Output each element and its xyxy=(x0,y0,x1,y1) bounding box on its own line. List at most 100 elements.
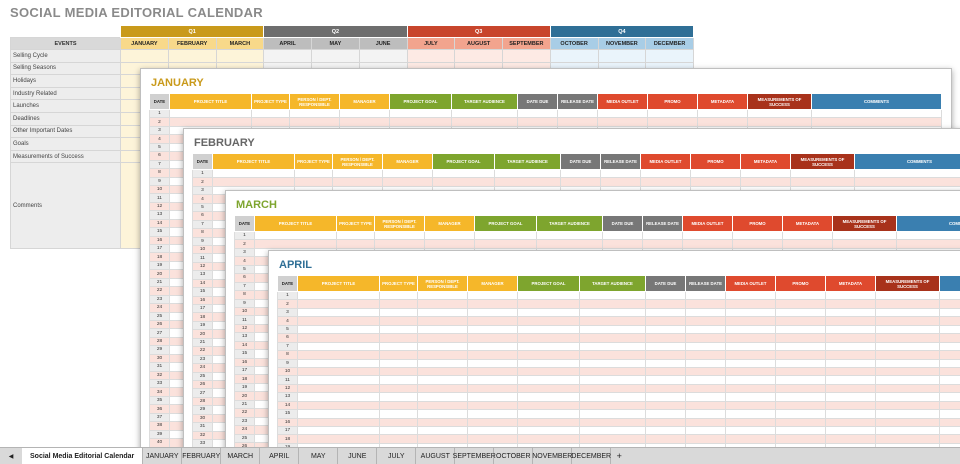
tab-june[interactable]: JUNE xyxy=(338,448,378,464)
grid-cell[interactable] xyxy=(825,324,876,335)
grid-cell[interactable] xyxy=(417,392,468,402)
grid-cell[interactable] xyxy=(432,168,495,179)
grid-cell[interactable] xyxy=(685,383,726,394)
tab-november[interactable]: NOVEMBER xyxy=(532,448,572,464)
grid-cell[interactable] xyxy=(939,341,960,352)
grid-cell[interactable] xyxy=(579,290,646,301)
tab-january[interactable]: JANUARY xyxy=(143,448,183,464)
grid-cell[interactable] xyxy=(685,299,726,309)
grid-cell[interactable] xyxy=(939,366,960,377)
grid-cell[interactable] xyxy=(939,400,960,411)
grid-cell[interactable] xyxy=(451,117,518,127)
grid-cell[interactable] xyxy=(685,324,726,335)
grid-cell[interactable] xyxy=(875,299,940,309)
grid-cell[interactable] xyxy=(417,341,468,352)
grid-cell[interactable] xyxy=(832,230,897,241)
grid-cell[interactable] xyxy=(825,299,876,309)
event-cell[interactable] xyxy=(263,49,312,63)
grid-cell[interactable] xyxy=(825,375,876,385)
grid-cell[interactable] xyxy=(467,307,518,318)
grid-cell[interactable] xyxy=(775,290,826,301)
grid-cell[interactable] xyxy=(645,375,686,385)
grid-cell[interactable] xyxy=(645,350,686,360)
event-cell[interactable] xyxy=(597,49,647,63)
grid-cell[interactable] xyxy=(775,425,826,436)
grid-cell[interactable] xyxy=(875,333,940,343)
grid-cell[interactable] xyxy=(424,230,475,241)
grid-cell[interactable] xyxy=(389,117,452,127)
grid-cell[interactable] xyxy=(297,307,380,318)
grid-cell[interactable] xyxy=(417,333,468,343)
grid-cell[interactable] xyxy=(685,425,726,436)
grid-cell[interactable] xyxy=(424,239,475,249)
tab-september[interactable]: SEPTEMBER xyxy=(453,448,496,464)
grid-cell[interactable] xyxy=(374,239,425,249)
grid-cell[interactable] xyxy=(685,307,726,318)
grid-cell[interactable] xyxy=(685,341,726,352)
grid-cell[interactable] xyxy=(825,358,876,368)
grid-cell[interactable] xyxy=(579,366,646,377)
grid-cell[interactable] xyxy=(875,307,940,318)
grid-cell[interactable] xyxy=(645,366,686,377)
grid-cell[interactable] xyxy=(451,108,518,119)
grid-cell[interactable] xyxy=(297,425,380,436)
grid-cell[interactable] xyxy=(557,108,598,119)
grid-cell[interactable] xyxy=(379,383,418,394)
grid-cell[interactable] xyxy=(379,425,418,436)
grid-cell[interactable] xyxy=(289,108,340,119)
grid-cell[interactable] xyxy=(517,392,580,402)
grid-cell[interactable] xyxy=(417,316,468,326)
grid-cell[interactable] xyxy=(467,341,518,352)
grid-cell[interactable] xyxy=(336,230,375,241)
grid-cell[interactable] xyxy=(417,417,468,428)
grid-cell[interactable] xyxy=(579,299,646,309)
event-cell[interactable] xyxy=(454,49,503,63)
grid-cell[interactable] xyxy=(297,350,380,360)
grid-cell[interactable] xyxy=(775,316,826,326)
grid-cell[interactable] xyxy=(379,290,418,301)
grid-cell[interactable] xyxy=(645,425,686,436)
grid-cell[interactable] xyxy=(725,425,776,436)
grid-cell[interactable] xyxy=(875,324,940,335)
tab-october[interactable]: OCTOBER xyxy=(494,448,534,464)
tab-main-calendar[interactable]: Social Media Editorial Calendar xyxy=(22,448,144,464)
grid-cell[interactable] xyxy=(339,117,390,127)
grid-cell[interactable] xyxy=(297,417,380,428)
grid-cell[interactable] xyxy=(379,358,418,368)
grid-cell[interactable] xyxy=(379,434,418,444)
grid-cell[interactable] xyxy=(875,383,940,394)
grid-cell[interactable] xyxy=(645,434,686,444)
grid-cell[interactable] xyxy=(647,117,698,127)
grid-cell[interactable] xyxy=(467,358,518,368)
grid-cell[interactable] xyxy=(579,400,646,411)
tab-april[interactable]: APRIL xyxy=(260,448,300,464)
grid-cell[interactable] xyxy=(854,168,960,179)
grid-cell[interactable] xyxy=(875,425,940,436)
grid-cell[interactable] xyxy=(685,350,726,360)
grid-cell[interactable] xyxy=(579,358,646,368)
grid-cell[interactable] xyxy=(875,290,940,301)
grid-cell[interactable] xyxy=(685,375,726,385)
grid-cell[interactable] xyxy=(685,333,726,343)
event-cell[interactable] xyxy=(311,49,360,63)
grid-cell[interactable] xyxy=(825,392,876,402)
grid-cell[interactable] xyxy=(579,324,646,335)
grid-cell[interactable] xyxy=(379,409,418,419)
grid-cell[interactable] xyxy=(685,358,726,368)
grid-cell[interactable] xyxy=(775,409,826,419)
grid-cell[interactable] xyxy=(640,168,691,179)
grid-cell[interactable] xyxy=(467,425,518,436)
grid-cell[interactable] xyxy=(645,307,686,318)
grid-cell[interactable] xyxy=(517,434,580,444)
grid-cell[interactable] xyxy=(685,434,726,444)
grid-cell[interactable] xyxy=(517,333,580,343)
grid-cell[interactable] xyxy=(297,299,380,309)
grid-cell[interactable] xyxy=(517,117,558,127)
grid-cell[interactable] xyxy=(645,392,686,402)
grid-cell[interactable] xyxy=(939,434,960,444)
grid-cell[interactable] xyxy=(251,108,290,119)
grid-cell[interactable] xyxy=(379,392,418,402)
grid-cell[interactable] xyxy=(467,409,518,419)
grid-cell[interactable] xyxy=(775,417,826,428)
grid-cell[interactable] xyxy=(389,108,452,119)
